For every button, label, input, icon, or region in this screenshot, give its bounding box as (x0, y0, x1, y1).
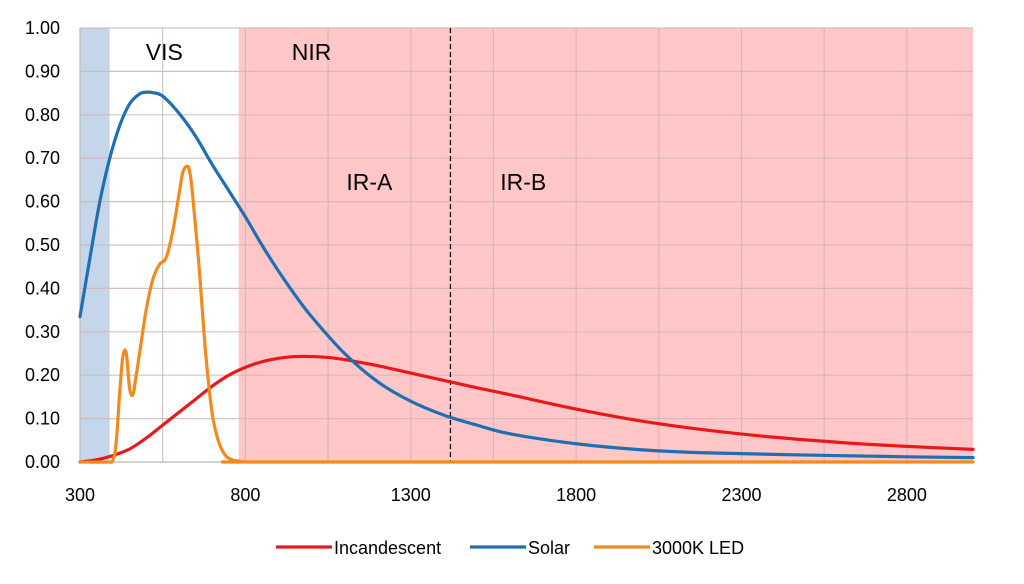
y-tick-label: 0.10 (25, 409, 60, 429)
legend-label: Solar (528, 538, 570, 558)
region-label: IR-A (346, 169, 393, 195)
y-tick-label: 0.20 (25, 365, 60, 385)
region-label: IR-B (500, 169, 546, 195)
series-line-solar (78, 90, 975, 460)
legend-label: Incandescent (334, 538, 441, 558)
x-tick-label: 300 (65, 485, 95, 505)
series-line-incandescent (78, 354, 975, 464)
legend-label: 3000K LED (652, 538, 744, 558)
y-tick-label: 0.00 (25, 452, 60, 472)
y-tick-label: 0.30 (25, 322, 60, 342)
region-label: NIR (292, 39, 332, 65)
x-tick-label: 800 (230, 485, 260, 505)
series-line-3000k-led (78, 164, 975, 464)
y-tick-label: 0.80 (25, 105, 60, 125)
y-tick-label: 0.40 (25, 278, 60, 298)
y-tick-label: 1.00 (25, 18, 60, 38)
x-tick-label: 2800 (887, 485, 927, 505)
x-tick-label: 1800 (556, 485, 596, 505)
y-tick-label: 0.60 (25, 192, 60, 212)
y-tick-label: 0.90 (25, 61, 60, 81)
x-tick-label: 1300 (391, 485, 431, 505)
y-tick-label: 0.70 (25, 148, 60, 168)
y-tick-label: 0.50 (25, 235, 60, 255)
region-label: VIS (146, 39, 183, 65)
x-tick-label: 2300 (721, 485, 761, 505)
